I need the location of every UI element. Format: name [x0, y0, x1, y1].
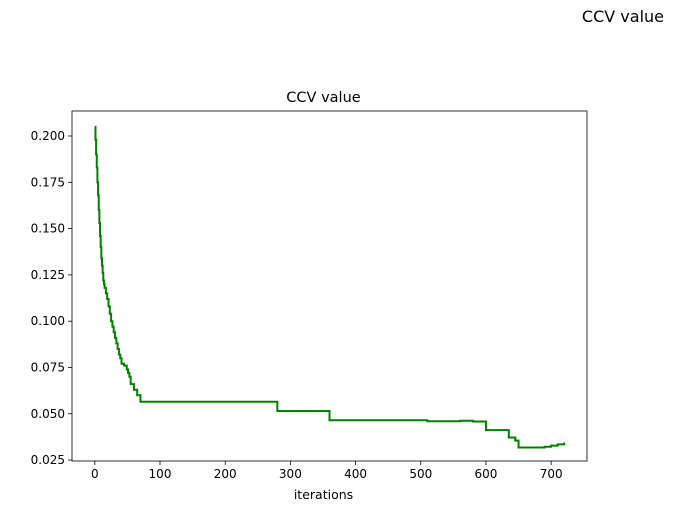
y-tick-label: 0.100	[31, 314, 65, 328]
axes-layer: 0 100 200 300 400 500 600 700 0.025 0.050 0.075 0.1…	[31, 110, 588, 481]
y-tick-label: 0.075	[31, 360, 65, 374]
chart-title: CCV value	[286, 90, 360, 106]
x-tick-label: 700	[540, 467, 563, 481]
y-tick-label: 0.150	[31, 222, 65, 236]
x-tick-label: 400	[344, 467, 367, 481]
plot-layer	[94, 125, 566, 449]
x-tick-label: 300	[279, 467, 302, 481]
x-tick-label: 0	[91, 467, 99, 481]
y-tick-label: 0.050	[31, 407, 65, 421]
x-tick-label: 100	[149, 467, 172, 481]
axes-frame	[71, 110, 588, 462]
x-tick-label: 600	[475, 467, 498, 481]
y-tick-label: 0.200	[31, 129, 65, 143]
y-tick-label: 0.025	[31, 453, 65, 467]
series-line-0	[94, 125, 566, 449]
y-tick-label: 0.125	[31, 268, 65, 282]
x-axis-label: iterations	[294, 487, 353, 502]
y-tick-label: 0.175	[31, 175, 65, 189]
figure-suptitle: CCV value	[581, 7, 664, 26]
x-tick-label: 500	[409, 467, 432, 481]
x-tick-label: 200	[214, 467, 237, 481]
